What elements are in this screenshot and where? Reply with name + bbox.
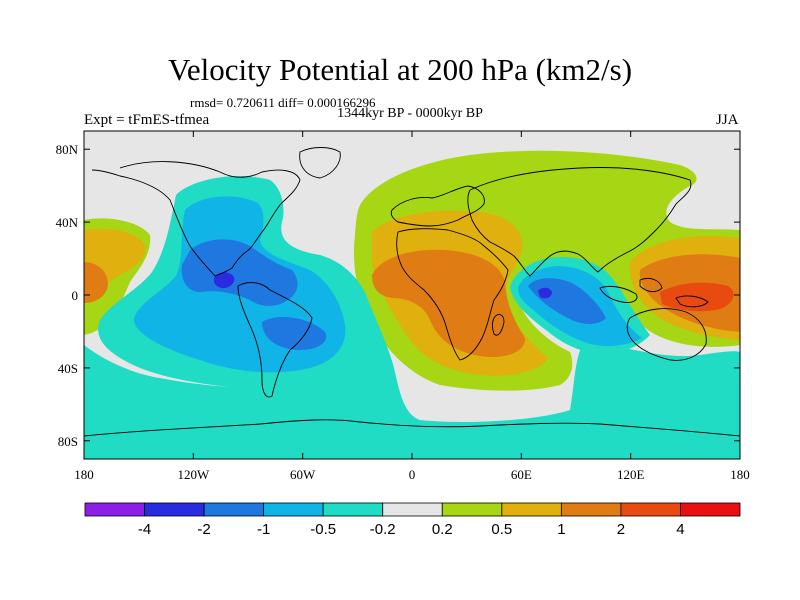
y-tick-label: 0 (72, 288, 79, 303)
colorbar-label: -0.5 (310, 521, 336, 538)
colorbar-swatch (84, 502, 145, 517)
colorbar-swatch (441, 502, 503, 517)
x-tick-label: 60E (511, 467, 532, 482)
colorbar-label: 1 (557, 521, 565, 538)
colorbar-label: 0.2 (432, 521, 453, 538)
colorbar-swatch (620, 502, 681, 517)
y-tick-label: 40S (58, 361, 78, 376)
colorbar-swatch (263, 502, 324, 517)
colorbar: -4 -2 -1 -0.5 -0.2 0.2 0.5 1 2 4 (84, 502, 741, 538)
negative-contour-indian-ocean-core (538, 287, 552, 299)
map-field (84, 131, 740, 459)
negative-contour-south-band (84, 340, 740, 459)
colorbar-label: 0.5 (491, 521, 512, 538)
negative-contour-americas-core (213, 272, 235, 289)
season-label: JJA (716, 112, 739, 128)
colorbar-swatch (322, 502, 384, 517)
coastlines (84, 147, 740, 437)
colorbar-label: -4 (138, 521, 151, 538)
negative-contour-americas-inner (181, 239, 298, 306)
x-tick-label: 180 (74, 467, 94, 482)
greenland-coast (299, 147, 341, 179)
map-ticks: 180 120W 60W 0 60E 120E 180 80N 40N 0 40S 80S (56, 131, 750, 482)
asia-coast (467, 167, 692, 277)
colorbar-label: -0.2 (370, 521, 396, 538)
x-tick-label: 120E (617, 467, 645, 482)
period-label: 1344kyr BP - 0000kyr BP (337, 106, 483, 121)
southeast-asia-islands (599, 277, 709, 308)
colorbar-swatch (501, 502, 562, 517)
colorbar-swatch (560, 502, 622, 517)
colorbar-swatch (382, 502, 443, 517)
australia-coast (626, 308, 707, 361)
africa-coast (396, 228, 509, 361)
colorbar-swatch (203, 502, 265, 517)
colorbar-label: 4 (676, 521, 684, 538)
x-tick-label: 60W (290, 467, 316, 482)
positive-contour-dateline-inner (84, 262, 108, 303)
x-tick-label: 0 (409, 467, 416, 482)
plot-title: Velocity Potential at 200 hPa (km2/s) (167, 52, 633, 87)
positive-contour-africa-inner (372, 249, 526, 358)
colorbar-label: -2 (197, 521, 210, 538)
stats-label: rmsd= 0.720611 diff= 0.000166296 (190, 95, 376, 110)
y-tick-label: 80N (56, 142, 79, 157)
south-america-coast (237, 282, 313, 398)
experiment-label: Expt = tFmES-tfmea (84, 112, 210, 128)
antarctica-coast (84, 419, 740, 437)
colorbar-swatch (680, 502, 741, 517)
europe-coast (390, 185, 485, 227)
y-tick-label: 40N (56, 215, 79, 230)
north-america-coast (91, 161, 301, 277)
x-tick-label: 180 (730, 467, 750, 482)
x-tick-label: 120W (177, 467, 210, 482)
y-tick-label: 80S (58, 434, 78, 449)
colorbar-label: 2 (617, 521, 625, 538)
madagascar-coast (492, 314, 505, 336)
colorbar-label: -1 (257, 521, 270, 538)
colorbar-swatch (144, 502, 205, 517)
